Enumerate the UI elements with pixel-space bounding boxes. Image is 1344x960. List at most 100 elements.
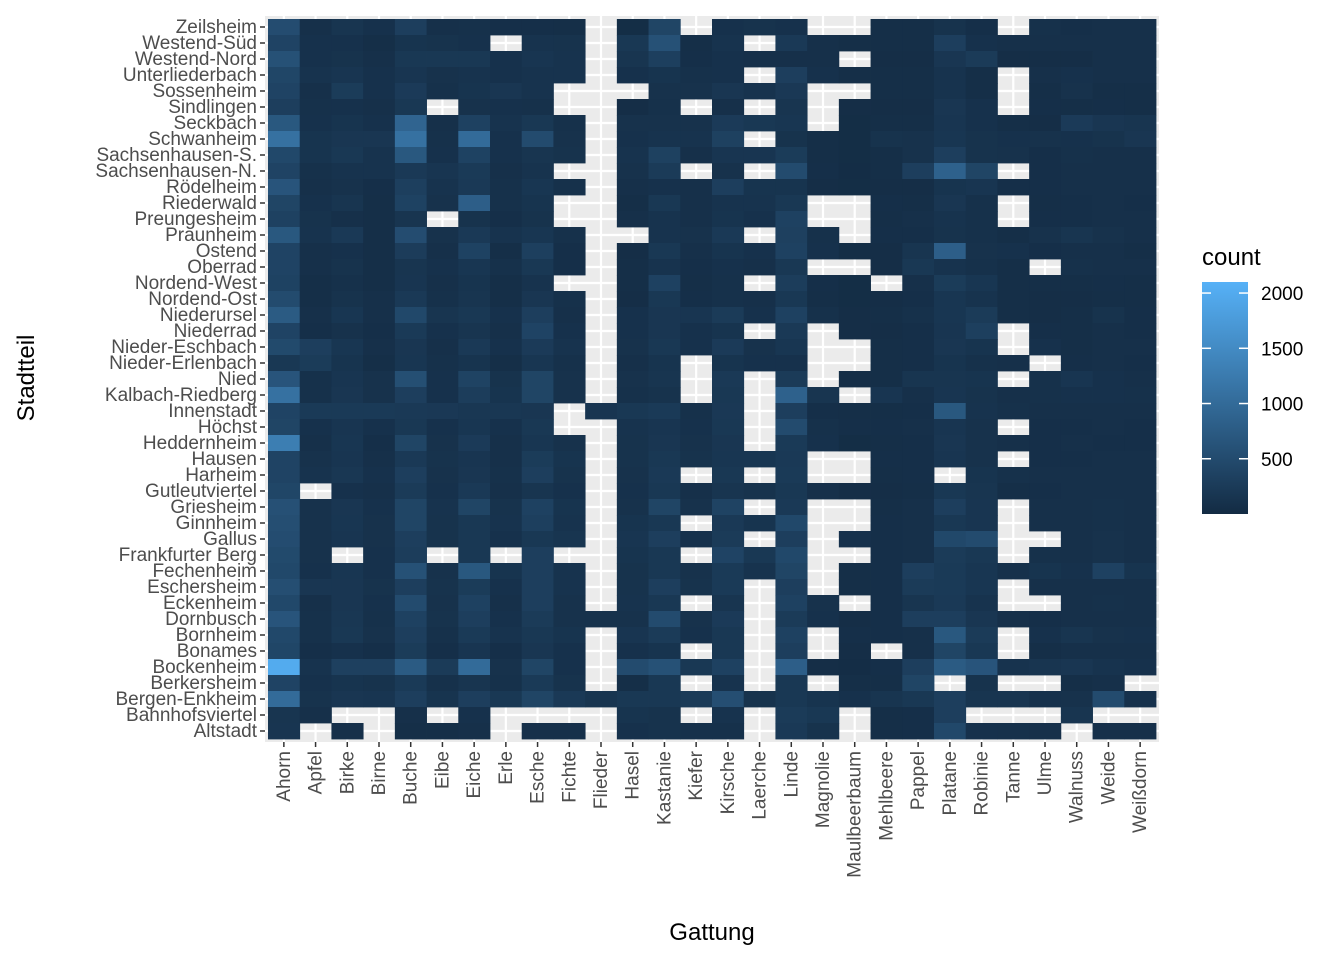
y-tick-label: Westend-Süd bbox=[142, 33, 257, 54]
heatmap-cell bbox=[299, 83, 332, 100]
heatmap-cell bbox=[1124, 419, 1157, 436]
heatmap-cell bbox=[775, 643, 808, 660]
heatmap-cell bbox=[1124, 579, 1157, 596]
heatmap-cell bbox=[965, 691, 998, 708]
heatmap-cell bbox=[458, 451, 491, 468]
heatmap-cell bbox=[394, 35, 427, 52]
heatmap-cell bbox=[1092, 483, 1125, 500]
heatmap-cell bbox=[521, 339, 554, 356]
heatmap-cell bbox=[965, 403, 998, 420]
heatmap-cell bbox=[553, 19, 586, 36]
heatmap-cell bbox=[648, 227, 681, 244]
heatmap-cell bbox=[965, 147, 998, 164]
heatmap-cell bbox=[490, 435, 523, 452]
heatmap-cell bbox=[997, 387, 1030, 404]
heatmap-cell bbox=[648, 515, 681, 532]
heatmap-cell bbox=[521, 579, 554, 596]
heatmap-cell bbox=[902, 595, 935, 612]
heatmap-cell bbox=[648, 707, 681, 724]
heatmap-cell bbox=[870, 227, 903, 244]
heatmap-cell bbox=[394, 83, 427, 100]
y-tick-label: Nied bbox=[218, 369, 257, 390]
heatmap-cell bbox=[965, 611, 998, 628]
heatmap-cell bbox=[1029, 659, 1062, 676]
heatmap-cell bbox=[680, 483, 713, 500]
heatmap-cell bbox=[807, 275, 840, 292]
heatmap-cell bbox=[965, 451, 998, 468]
heatmap-cell bbox=[1124, 275, 1157, 292]
legend-tick-label: 500 bbox=[1261, 450, 1293, 471]
heatmap-cell bbox=[934, 515, 967, 532]
y-tick-label: Frankfurter Berg bbox=[119, 545, 257, 566]
heatmap-cell bbox=[680, 147, 713, 164]
heatmap-cell bbox=[553, 563, 586, 580]
heatmap-cell bbox=[934, 659, 967, 676]
heatmap-cell bbox=[426, 499, 459, 516]
heatmap-cell bbox=[870, 691, 903, 708]
heatmap-cell bbox=[648, 595, 681, 612]
heatmap-cell bbox=[426, 643, 459, 660]
heatmap-cell bbox=[1029, 115, 1062, 132]
heatmap-cell bbox=[1092, 131, 1125, 148]
heatmap-cell bbox=[807, 483, 840, 500]
heatmap-cell bbox=[458, 579, 491, 596]
heatmap-cell bbox=[331, 307, 364, 324]
heatmap-cell bbox=[553, 291, 586, 308]
heatmap-cell bbox=[1124, 83, 1157, 100]
heatmap-cell bbox=[775, 659, 808, 676]
heatmap-cell bbox=[807, 163, 840, 180]
heatmap-cell bbox=[299, 627, 332, 644]
heatmap-cell bbox=[363, 339, 396, 356]
y-tick-label: Seckbach bbox=[174, 113, 257, 134]
heatmap-cell bbox=[331, 483, 364, 500]
heatmap-cell bbox=[394, 51, 427, 68]
heatmap-cell bbox=[743, 483, 776, 500]
heatmap-cell bbox=[1124, 611, 1157, 628]
heatmap-cell bbox=[902, 243, 935, 260]
heatmap-cell bbox=[838, 643, 871, 660]
heatmap-cell bbox=[458, 163, 491, 180]
heatmap-cell bbox=[394, 131, 427, 148]
heatmap-cell bbox=[775, 691, 808, 708]
y-tick-label: Berkersheim bbox=[150, 673, 257, 694]
heatmap-cell bbox=[870, 563, 903, 580]
heatmap-cell bbox=[712, 707, 745, 724]
heatmap-cell bbox=[394, 67, 427, 84]
heatmap-cell bbox=[299, 451, 332, 468]
heatmap-cell bbox=[870, 467, 903, 484]
heatmap-cell bbox=[363, 179, 396, 196]
heatmap-cell bbox=[648, 291, 681, 308]
heatmap-cell bbox=[902, 35, 935, 52]
heatmap-cell bbox=[743, 563, 776, 580]
heatmap-cell bbox=[838, 163, 871, 180]
heatmap-cell bbox=[838, 611, 871, 628]
heatmap-cell bbox=[616, 179, 649, 196]
x-tick-label: Ahorn bbox=[274, 751, 295, 802]
heatmap-cell bbox=[299, 531, 332, 548]
heatmap-cell bbox=[870, 19, 903, 36]
heatmap-cell bbox=[331, 691, 364, 708]
heatmap-cell bbox=[934, 307, 967, 324]
heatmap-cell bbox=[426, 35, 459, 52]
heatmap-cell bbox=[331, 371, 364, 388]
heatmap-cell bbox=[712, 579, 745, 596]
heatmap-cell bbox=[902, 563, 935, 580]
heatmap-cell bbox=[521, 451, 554, 468]
heatmap-cell bbox=[458, 243, 491, 260]
heatmap-cell bbox=[648, 307, 681, 324]
heatmap-cell bbox=[648, 467, 681, 484]
heatmap-cell bbox=[1060, 499, 1093, 516]
heatmap-cell bbox=[1092, 323, 1125, 340]
heatmap-cell bbox=[490, 323, 523, 340]
heatmap-cell bbox=[1092, 387, 1125, 404]
heatmap-cell bbox=[331, 531, 364, 548]
heatmap-cell bbox=[870, 531, 903, 548]
heatmap-cell bbox=[838, 483, 871, 500]
y-tick-label: Gutleutviertel bbox=[145, 481, 257, 502]
heatmap-cell bbox=[775, 371, 808, 388]
heatmap-cell bbox=[299, 419, 332, 436]
heatmap-cell bbox=[1124, 371, 1157, 388]
heatmap-cell bbox=[1029, 515, 1062, 532]
heatmap-cell bbox=[934, 595, 967, 612]
